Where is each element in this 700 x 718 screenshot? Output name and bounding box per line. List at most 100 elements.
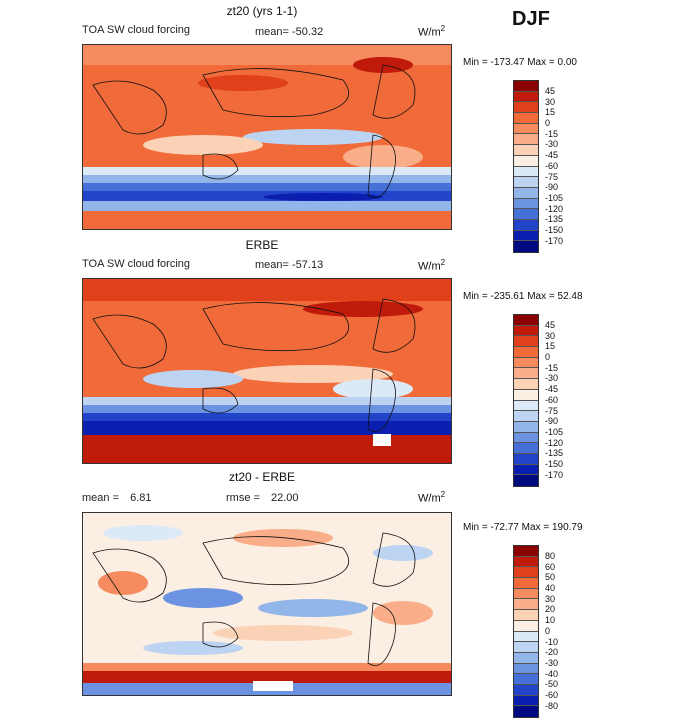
colorbar-tick-label: -90 [545,416,559,427]
panel-3-min-value: -72.77 [490,522,519,533]
colorbar-tick-label: -80 [545,700,559,711]
panel-1-map [82,44,452,230]
colorbar-swatch [514,241,538,252]
colorbar-tick-label: 20 [545,604,556,615]
panel-2-colorbar-ticks: 45 30 15 0 -15 -30 -45 -60 -75 -90 -105 -120 -135 -15… [545,320,563,480]
panel-2-units: W/m2 [418,258,446,273]
colorbar-tick-label: -75 [545,171,559,182]
panel-3-mean-label: mean = [82,492,119,504]
panel-3-units-text: W/m [418,492,441,505]
panel-1-mean-text: mean= -50.32 [255,26,323,38]
colorbar-tick-label: -150 [545,458,564,469]
colorbar-swatch [514,230,538,242]
colorbar-swatch [514,663,538,675]
colorbar-swatch [514,432,538,444]
colorbar-tick-label: -30 [545,139,559,150]
colorbar-swatch [514,443,538,454]
colorbar-tick-label: 30 [545,330,556,341]
panel-3-colorbar [513,545,539,718]
colorbar-tick-label: -40 [545,668,559,679]
panel-3-rmse-value: 22.00 [271,492,299,504]
colorbar-swatch [514,379,538,390]
panel-2-map-field [83,279,451,463]
colorbar-tick-label: 10 [545,615,556,626]
panel-1-min-value: -173.47 [490,57,525,68]
colorbar-swatch [514,620,538,632]
colorbar-swatch [514,166,538,178]
panel-1-max-value: 0.00 [557,57,577,68]
colorbar-tick-label: -30 [545,373,559,384]
colorbar-tick-label: 45 [545,320,556,330]
colorbar-tick-label: 30 [545,593,556,604]
colorbar-tick-label: -30 [545,657,559,668]
panel-3-colorbar-ticks: 80 60 50 40 30 20 10 0 -10 -20 -30 -40 -50 -60 -80 [545,551,558,711]
colorbar-swatch [514,219,538,231]
colorbar-tick-label: -60 [545,689,559,700]
colorbar-swatch [514,453,538,465]
colorbar-swatch [514,588,538,600]
panel-3-rmse-text: rmse = 22.00 [226,492,299,504]
panel-3-units: W/m2 [418,490,446,505]
colorbar-swatch [514,102,538,114]
colorbar-swatch [514,567,538,579]
colorbar-tick-label: 40 [545,583,556,594]
colorbar-swatch [514,134,538,146]
colorbar-swatch [514,546,538,557]
colorbar-tick-label: -45 [545,150,559,161]
colorbar-tick-label: -50 [545,679,559,690]
colorbar-tick-label: -10 [545,636,559,647]
panel-1-minmax: Min = -173.47 Max = 0.00 [463,57,577,68]
panel-1-colorbar [513,80,539,253]
colorbar-swatch [514,706,538,717]
colorbar-swatch [514,578,538,589]
panel-2-max-label: Max = [527,291,555,302]
colorbar-swatch [514,198,538,210]
panel-3-title: zt20 - ERBE [228,470,296,484]
colorbar-tick-label: 15 [545,341,556,352]
colorbar-tick-label: -105 [545,192,564,203]
colorbar-swatch [514,187,538,199]
colorbar-swatch [514,155,538,167]
colorbar-swatch [514,695,538,707]
colorbar-tick-label: -15 [545,128,559,139]
colorbar-swatch [514,177,538,188]
panel-1-map-field [83,45,451,229]
colorbar-tick-label: -135 [545,214,564,225]
panel-1-units: W/m2 [418,24,446,39]
panel-3-max-value: 190.79 [551,522,583,533]
panel-2-colorbar [513,314,539,487]
panel-2-map [82,278,452,464]
panel-2-minmax: Min = -235.61 Max = 52.48 [463,291,583,302]
panel-1-title: zt20 (yrs 1-1) [226,4,298,18]
panel-3-map-field [83,513,451,695]
colorbar-swatch [514,556,538,568]
colorbar-swatch [514,389,538,401]
colorbar-tick-label: -15 [545,362,559,373]
colorbar-swatch [514,368,538,380]
colorbar-swatch [514,209,538,220]
colorbar-swatch [514,642,538,653]
colorbar-tick-label: -150 [545,224,564,235]
colorbar-tick-label: 60 [545,561,556,572]
colorbar-tick-label: -60 [545,394,559,405]
colorbar-tick-label: -120 [545,437,564,448]
panel-1-mean-value: -50.32 [292,26,324,38]
colorbar-swatch [514,464,538,476]
colorbar-tick-label: -120 [545,203,564,214]
colorbar-tick-label: -135 [545,448,564,459]
colorbar-tick-label: -45 [545,384,559,395]
colorbar-swatch [514,123,538,135]
panel-3-mean-value: 6.81 [130,492,152,504]
panel-2-mean-value: -57.13 [292,259,324,271]
panel-2-mean-text: mean= -57.13 [255,259,323,271]
colorbar-tick-label: 15 [545,107,556,118]
panel-1-variable: TOA SW cloud forcing [82,24,191,36]
colorbar-tick-label: 50 [545,572,556,583]
panel-1-colorbar-ticks: 45 30 15 0 -15 -30 -45 -60 -75 -90 -105 -120 -135 -15… [545,86,563,246]
colorbar-tick-label: 0 [545,352,551,363]
colorbar-tick-label: -90 [545,182,559,193]
colorbar-swatch [514,357,538,369]
colorbar-swatch [514,400,538,412]
colorbar-tick-label: 45 [545,86,556,96]
season-label: DJF [512,8,550,30]
